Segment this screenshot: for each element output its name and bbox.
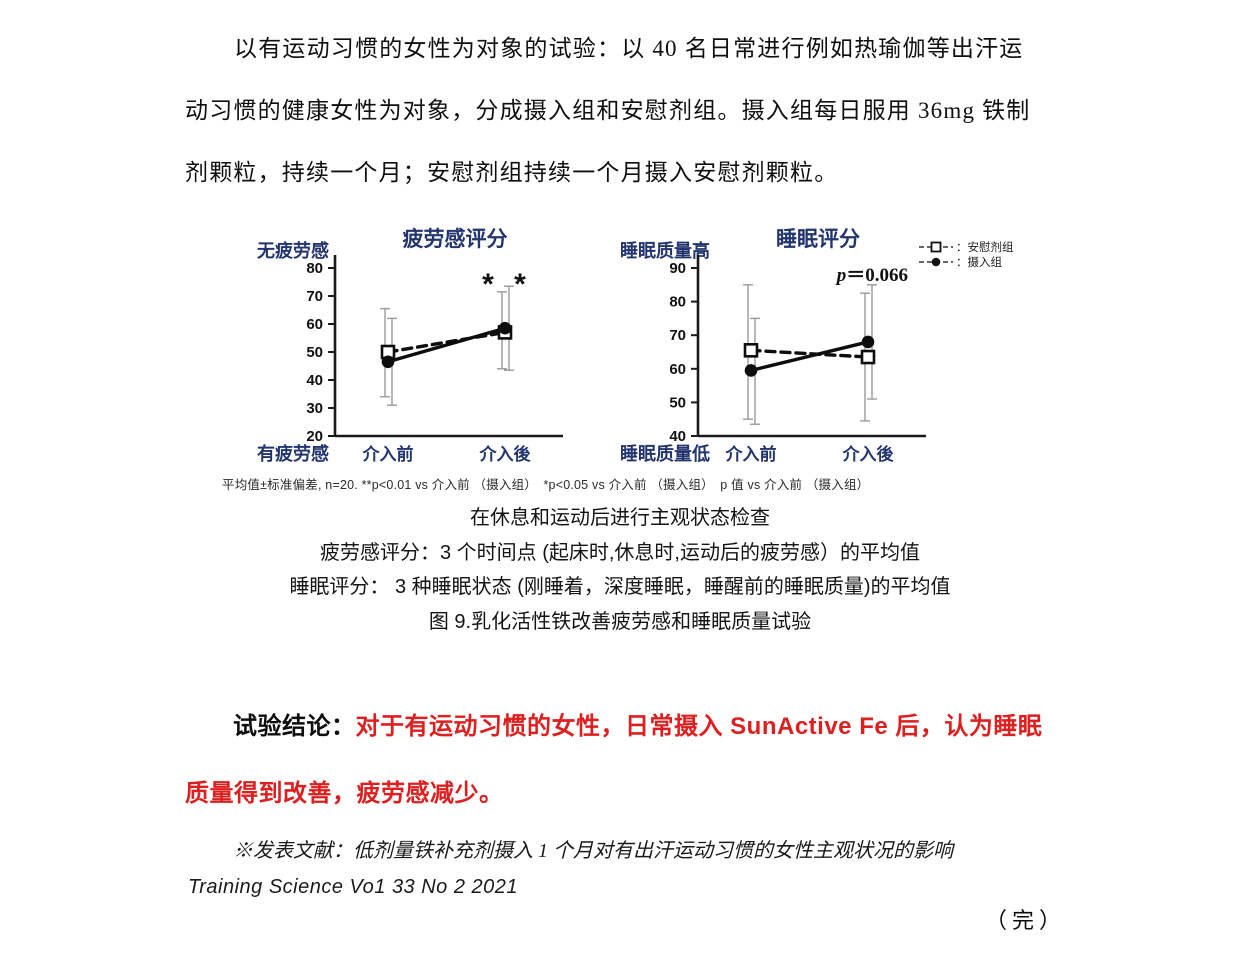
svg-text:睡眠质量低: 睡眠质量低 [620,443,710,464]
svg-text:40: 40 [306,372,323,389]
svg-text:疲劳感评分: 疲劳感评分 [403,227,508,251]
figure-footnote: 平均值±标准偏差, n=20. **p<0.01 vs 介入前 （摄入组） *p… [222,478,870,492]
conclusion: 试验结论：对于有运动习惯的女性，日常摄入 SunActive Fe 后，认为睡眠… [185,712,1095,846]
svg-text:60: 60 [669,361,686,378]
svg-text:无疲劳感: 无疲劳感 [257,240,329,261]
svg-text:90: 90 [669,260,686,277]
svg-text:睡眠评分: 睡眠评分 [776,228,860,251]
svg-text:50: 50 [669,394,686,411]
svg-text:介入後: 介入後 [479,444,532,464]
figure-caption: 在休息和运动后进行主观状态检查 疲劳感评分：3 个时间点 (起床时,休息时,运动… [160,505,1080,643]
svg-text:睡眠质量高: 睡眠质量高 [620,240,710,261]
svg-text:* *: * * [482,268,532,301]
svg-text:50: 50 [306,344,323,361]
caption-line-3: 睡眠评分： 3 种睡眠状态 (刚睡着，深度睡眠，睡醒前的睡眠质量)的平均值 [289,576,951,598]
open-square-dashed-marker-icon [919,241,953,252]
svg-text:介入前: 介入前 [725,444,777,464]
conclusion-line-1: 试验结论：对于有运动习惯的女性，日常摄入 SunActive Fe 后，认为睡眠 [185,712,1095,742]
reference-line-2: Training Science Vo1 33 No 2 2021 [188,876,519,898]
legend-item-placebo: ： 安慰剂组 [918,239,1014,254]
legend-separator: ： [956,256,968,269]
intro-paragraph: 以有运动习惯的女性为对象的试验：以 40 名日常进行例如热瑜伽等出汗运 动习惯的… [185,36,1090,222]
svg-text:30: 30 [306,400,323,417]
svg-text:20: 20 [306,428,323,445]
figure-9: 疲劳感评分无疲劳感有疲劳感 80 70 60 50 40 30 20 介入前 介入後 * * 睡眠评… [255,213,1055,505]
conclusion-red-text-1: 对于有运动习惯的女性，日常摄入 SunActive Fe 后，认为睡眠 [355,713,1043,740]
legend-item-intake: ： 摄入组 [918,254,1014,269]
svg-text:介入後: 介入後 [842,444,895,464]
svg-text:40: 40 [669,428,686,445]
svg-text:60: 60 [306,316,323,333]
reference-line-1: ※发表文献：低剂量铁补充剂摄入 1 个月对有出汗运动习惯的女性主观状况的影响 [233,840,953,862]
svg-text:70: 70 [306,288,323,305]
svg-text:有疲劳感: 有疲劳感 [257,443,329,464]
svg-text:80: 80 [669,294,686,311]
svg-text:80: 80 [306,260,323,277]
end-mark: （完） [985,908,1067,933]
chart-legend: ： 安慰剂组 ： 摄入组 [918,239,1014,269]
intro-line-2: 动习惯的健康女性为对象，分成摄入组和安慰剂组。摄入组每日服用 36mg 铁制 [185,98,1031,123]
caption-line-1: 在休息和运动后进行主观状态检查 [470,507,770,529]
svg-text:70: 70 [669,327,686,344]
intro-line-1: 以有运动习惯的女性为对象的试验：以 40 名日常进行例如热瑜伽等出汗运 [234,36,1024,61]
caption-line-4: 图 9.乳化活性铁改善疲劳感和睡眠质量试验 [428,610,812,633]
legend-label-intake: 摄入组 [967,256,1003,269]
caption-line-2: 疲劳感评分：3 个时间点 (起床时,休息时,运动后的疲劳感）的平均值 [319,541,920,564]
legend-separator: ： [956,241,968,254]
conclusion-prefix: 试验结论： [233,713,356,740]
filled-circle-dashed-marker-icon [919,257,953,266]
conclusion-line-2: 质量得到改善，疲劳感减少。 [185,779,1095,809]
svg-text:介入前: 介入前 [362,444,414,464]
reference: ※发表文献：低剂量铁补充剂摄入 1 个月对有出汗运动习惯的女性主观状况的影响 T… [188,833,1098,905]
svg-text:p＝0.066: p＝0.066 [835,265,908,286]
legend-label-placebo: 安慰剂组 [967,241,1014,254]
conclusion-red-text-2: 质量得到改善，疲劳感减少。 [185,780,504,807]
intro-line-3: 剂颗粒，持续一个月；安慰剂组持续一个月摄入安慰剂颗粒。 [185,160,839,185]
